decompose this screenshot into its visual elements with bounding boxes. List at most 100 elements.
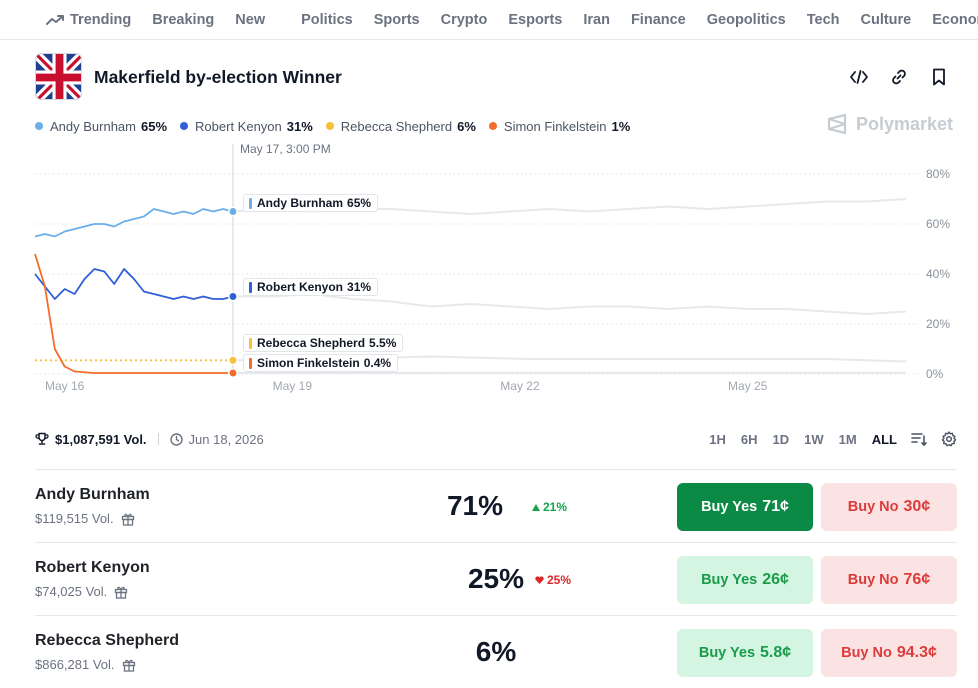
buy-no-button[interactable]: Buy No 76¢ xyxy=(821,556,957,604)
range-all[interactable]: ALL xyxy=(871,431,897,447)
outcome-probability: 25% xyxy=(467,563,525,594)
tooltip-color-bar xyxy=(249,357,252,369)
range-1d[interactable]: 1D xyxy=(772,431,790,447)
outcome-row[interactable]: Robert Kenyon $74,025 Vol. 25% 25% Buy Y… xyxy=(35,542,957,615)
link-icon xyxy=(892,69,906,85)
chart-tooltip: Simon Finkelstein 0.4% xyxy=(243,354,399,372)
outcome-change-text: 25% xyxy=(547,573,572,587)
series-line-faded xyxy=(233,293,907,315)
x-tick-label: May 22 xyxy=(500,379,540,393)
nav-item-crypto[interactable]: Crypto xyxy=(440,11,488,28)
price-chart-svg[interactable]: 80% 60% 40% 20% 0% May 16 May 19 May 22 May 25 xyxy=(0,138,978,398)
end-date: Jun 18, 2026 xyxy=(169,431,264,447)
heart-down-icon xyxy=(535,576,544,584)
nav-item-breaking[interactable]: Breaking xyxy=(152,11,215,28)
nav-item-culture[interactable]: Culture xyxy=(860,11,912,28)
total-volume: $1,087,591 Vol. xyxy=(35,432,147,447)
market-header: Makerfield by-election Winner xyxy=(35,53,957,101)
bookmark-button[interactable] xyxy=(927,65,951,89)
range-1m[interactable]: 1M xyxy=(838,431,857,447)
buy-yes-price: 26¢ xyxy=(762,571,789,588)
settings-button[interactable] xyxy=(941,431,957,447)
nav-item-iran[interactable]: Iran xyxy=(583,11,610,28)
series-point xyxy=(228,355,238,366)
buy-no-button[interactable]: Buy No 94.3¢ xyxy=(821,629,957,677)
polymarket-watermark: Polymarket xyxy=(826,113,953,135)
legend-name: Andy Burnham xyxy=(50,118,136,134)
embed-code-button[interactable] xyxy=(847,65,871,89)
legend-name: Simon Finkelstein xyxy=(503,118,607,134)
nav-item-politics[interactable]: Politics xyxy=(301,11,353,28)
tooltip-color-bar xyxy=(249,281,252,293)
legend-item[interactable]: Simon Finkelstein 1% xyxy=(488,118,630,134)
nav-item-finance[interactable]: Finance xyxy=(630,11,686,28)
legend-dot xyxy=(325,122,334,130)
legend-dot xyxy=(180,122,189,130)
outcome-volume: $74,025 Vol. xyxy=(35,584,128,599)
tooltip-value: 5.5% xyxy=(369,336,397,350)
outcome-row[interactable]: Rebecca Shepherd $866,281 Vol. 6% Buy Ye… xyxy=(35,615,957,688)
nav-item-trending[interactable]: Trending xyxy=(46,12,131,28)
legend-item[interactable]: Robert Kenyon 31% xyxy=(180,119,313,134)
buy-no-label: Buy No xyxy=(847,572,899,588)
tooltip-name: Simon Finkelstein xyxy=(257,356,360,370)
chart-tooltip: Robert Kenyon 31% xyxy=(243,278,379,296)
buy-yes-button[interactable]: Buy Yes 71¢ xyxy=(677,483,813,531)
legend-item[interactable]: Rebecca Shepherd 6% xyxy=(325,119,476,134)
nav-item-sports[interactable]: Sports xyxy=(373,11,420,28)
range-1h[interactable]: 1H xyxy=(709,431,726,447)
legend-pct: 65% xyxy=(141,118,168,134)
outcome-name: Andy Burnham xyxy=(35,486,150,503)
nav-item-geopolitics[interactable]: Geopolitics xyxy=(706,11,786,28)
outcome-volume-text: $119,515 Vol. xyxy=(35,511,114,526)
copy-link-button[interactable] xyxy=(887,65,911,89)
end-date-text: Jun 18, 2026 xyxy=(188,431,264,447)
outcome-volume-text: $866,281 Vol. xyxy=(35,657,115,672)
buy-no-button[interactable]: Buy No 30¢ xyxy=(821,483,957,531)
buy-yes-label: Buy Yes xyxy=(701,499,758,515)
up-triangle-icon xyxy=(532,503,540,511)
stats-divider xyxy=(157,433,159,445)
outcome-name: Rebecca Shepherd xyxy=(35,632,180,649)
bookmark-icon xyxy=(933,68,945,86)
buy-no-price: 30¢ xyxy=(903,498,931,515)
price-chart[interactable]: 80% 60% 40% 20% 0% May 16 May 19 May 22 May 25 xyxy=(0,138,978,398)
chart-legend: Andy Burnham 65% Robert Kenyon 31% Rebec… xyxy=(35,116,643,136)
series-line xyxy=(34,268,234,300)
polymarket-logo-icon xyxy=(827,113,847,135)
chart-tooltip: Rebecca Shepherd 5.5% xyxy=(243,334,404,352)
market-title: Makerfield by-election Winner xyxy=(94,67,342,87)
outcome-row[interactable]: Andy Burnham $119,515 Vol. 71% 21% Buy Y… xyxy=(35,469,957,542)
buy-no-label: Buy No xyxy=(847,499,899,515)
outcome-probability: 71% xyxy=(446,490,504,521)
buy-yes-button[interactable]: Buy Yes 26¢ xyxy=(677,556,813,604)
outcome-list: Andy Burnham $119,515 Vol. 71% 21% Buy Y… xyxy=(35,469,957,688)
buy-yes-button[interactable]: Buy Yes 5.8¢ xyxy=(677,629,813,677)
tooltip-name: Robert Kenyon xyxy=(257,280,344,294)
nav-item-new[interactable]: New xyxy=(235,11,266,28)
legend-name: Robert Kenyon xyxy=(195,118,282,134)
legend-dot xyxy=(488,122,497,130)
nav-item-economy[interactable]: Economy xyxy=(932,11,978,28)
buy-no-price: 76¢ xyxy=(903,571,931,588)
legend-item[interactable]: Andy Burnham 65% xyxy=(35,119,167,134)
watermark-text: Polymarket xyxy=(856,113,954,134)
tooltip-value: 65% xyxy=(347,196,372,210)
tooltip-value: 0.4% xyxy=(363,356,392,370)
range-6h[interactable]: 6H xyxy=(740,431,758,447)
nav-item-esports[interactable]: Esports xyxy=(508,11,563,28)
outcome-change: 21% xyxy=(532,500,567,514)
y-tick-label: 20% xyxy=(926,317,950,331)
outcome-volume-text: $74,025 Vol. xyxy=(35,584,108,599)
trophy-icon xyxy=(35,432,49,445)
sort-button[interactable] xyxy=(911,432,927,446)
nav-item-tech[interactable]: Tech xyxy=(806,11,840,28)
gift-icon xyxy=(115,586,128,599)
series-point xyxy=(228,206,238,217)
gift-icon xyxy=(121,513,134,526)
range-1w[interactable]: 1W xyxy=(804,431,824,447)
legend-pct: 31% xyxy=(286,118,313,134)
uk-flag-icon xyxy=(35,53,82,100)
buy-yes-label: Buy Yes xyxy=(701,572,758,588)
y-tick-label: 80% xyxy=(926,167,950,181)
